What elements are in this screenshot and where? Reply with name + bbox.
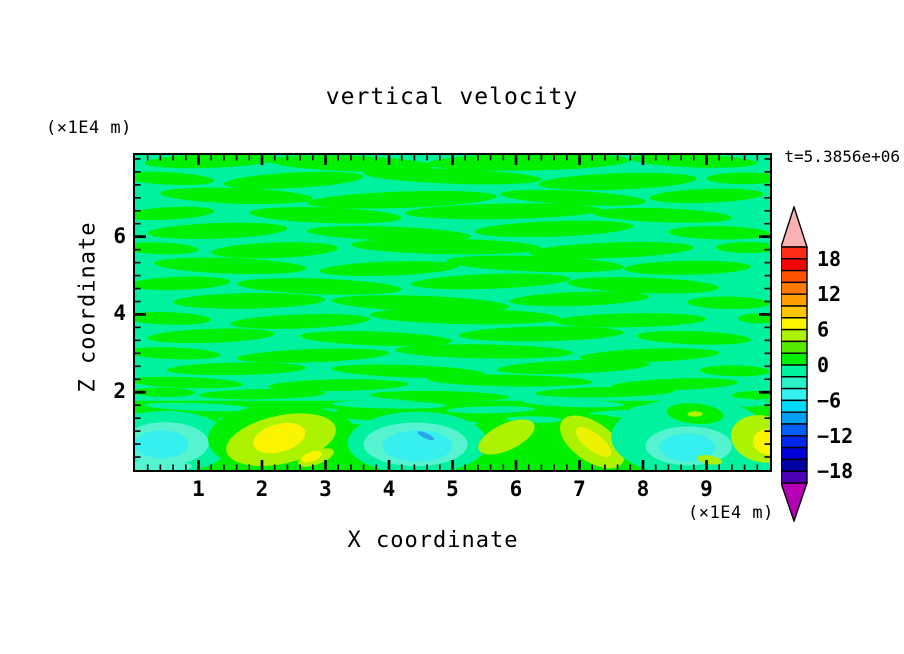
x-tick-label: 5 [446, 477, 459, 501]
colorbar-label: 0 [817, 353, 829, 377]
colorbar-label: 6 [817, 318, 829, 342]
plot-title: vertical velocity [325, 84, 579, 110]
contour-field-svg [135, 155, 770, 470]
colorbar-label: 18 [817, 247, 841, 271]
colorbar-label: −12 [817, 424, 853, 448]
colorbar-svg: 18 12 6 0 −6 −12 −18 [781, 206, 853, 522]
x-tick-label: 3 [319, 477, 332, 501]
y-tick-label: 2 [113, 379, 126, 404]
colorbar-label: −18 [817, 459, 853, 483]
colorbar-label: 12 [817, 282, 841, 306]
x-axis-unit: (×1E4 m) [688, 503, 774, 523]
x-tick-label: 8 [636, 477, 650, 501]
y-tick-label: 4 [113, 301, 126, 326]
x-tick-label: 6 [509, 477, 523, 501]
x-tick-label: 7 [573, 477, 586, 501]
x-tick-label: 1 [192, 477, 205, 501]
x-tick-label: 4 [382, 477, 396, 501]
colorbar-label: −6 [817, 388, 841, 412]
x-tick-label: 9 [700, 477, 713, 501]
x-axis-title: X coordinate [347, 528, 519, 553]
y-axis-unit: (×1E4 m) [46, 118, 132, 138]
time-annotation: t=5.3856e+06 [784, 147, 900, 166]
x-tick-label: 2 [255, 477, 269, 501]
plot-area [133, 153, 772, 472]
y-tick-label: 6 [113, 223, 126, 248]
